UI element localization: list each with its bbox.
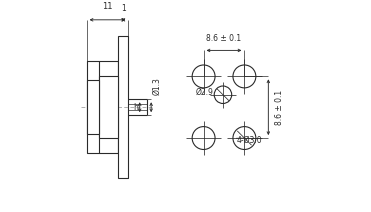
Bar: [87, 80, 99, 134]
Bar: [118, 36, 128, 178]
Text: Ø1.3: Ø1.3: [153, 77, 162, 95]
Bar: [87, 61, 118, 153]
Text: Ø2.9: Ø2.9: [195, 88, 213, 97]
Text: 4-Ø3.0: 4-Ø3.0: [236, 136, 262, 145]
Bar: [99, 76, 118, 138]
Text: 11: 11: [102, 3, 113, 11]
Text: 8.6 ± 0.1: 8.6 ± 0.1: [206, 34, 242, 43]
Text: h: h: [134, 103, 138, 112]
Text: 8.6 ± 0.1: 8.6 ± 0.1: [275, 90, 284, 125]
Text: 1: 1: [121, 4, 126, 13]
